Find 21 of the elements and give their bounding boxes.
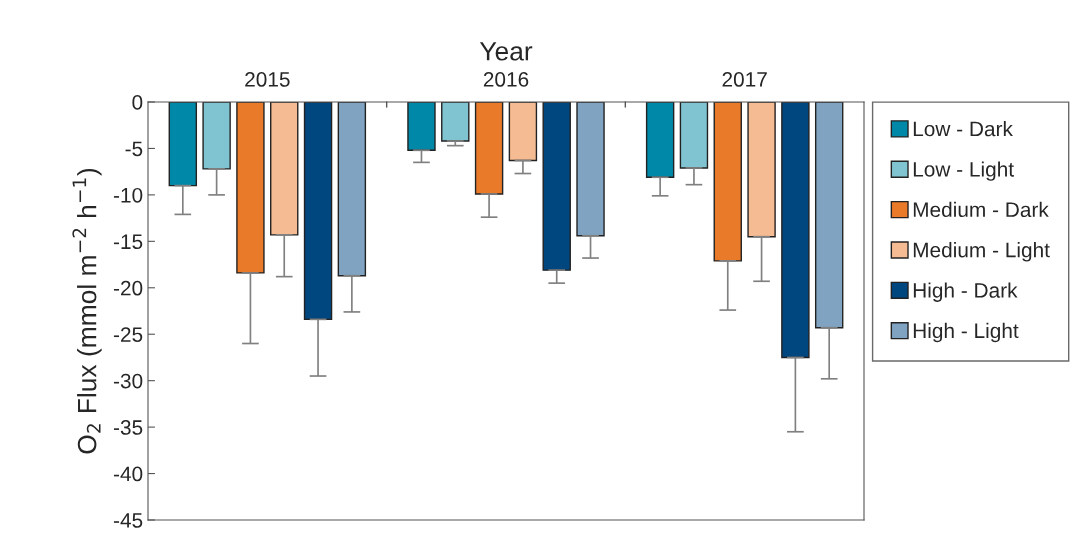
y-tick-label: -35 <box>113 420 143 435</box>
legend-label: High - Dark <box>913 282 1018 302</box>
y-tick-label: 0 <box>132 95 143 110</box>
y-tick-label: -20 <box>113 280 143 296</box>
legend-label: Medium - Light <box>913 242 1050 262</box>
x-tick-label: 2015 <box>245 72 290 87</box>
x-tick-label: 2016 <box>483 72 529 87</box>
legend-label: High - Light <box>913 322 1019 343</box>
y-tick-label: -15 <box>113 234 143 250</box>
y-tick-label: -25 <box>113 327 143 342</box>
legend-label: Medium - Dark <box>913 201 1049 218</box>
x-tick-label: 2017 <box>722 72 767 87</box>
y-axis-title: O$_{2}$ Flux (mmol m$^{−2}$ h$^{−1}$) <box>72 168 102 454</box>
y-tick-label: -10 <box>113 187 143 203</box>
y-tick-label: -40 <box>113 466 143 482</box>
legend-label: Low - Dark <box>913 121 1013 137</box>
y-tick-label: -30 <box>113 373 143 389</box>
y-tick-label: -5 <box>125 141 143 157</box>
legend-label: Low - Light <box>913 161 1014 181</box>
y-tick-label: -45 <box>113 513 143 528</box>
x-axis-title: Year <box>479 42 533 61</box>
